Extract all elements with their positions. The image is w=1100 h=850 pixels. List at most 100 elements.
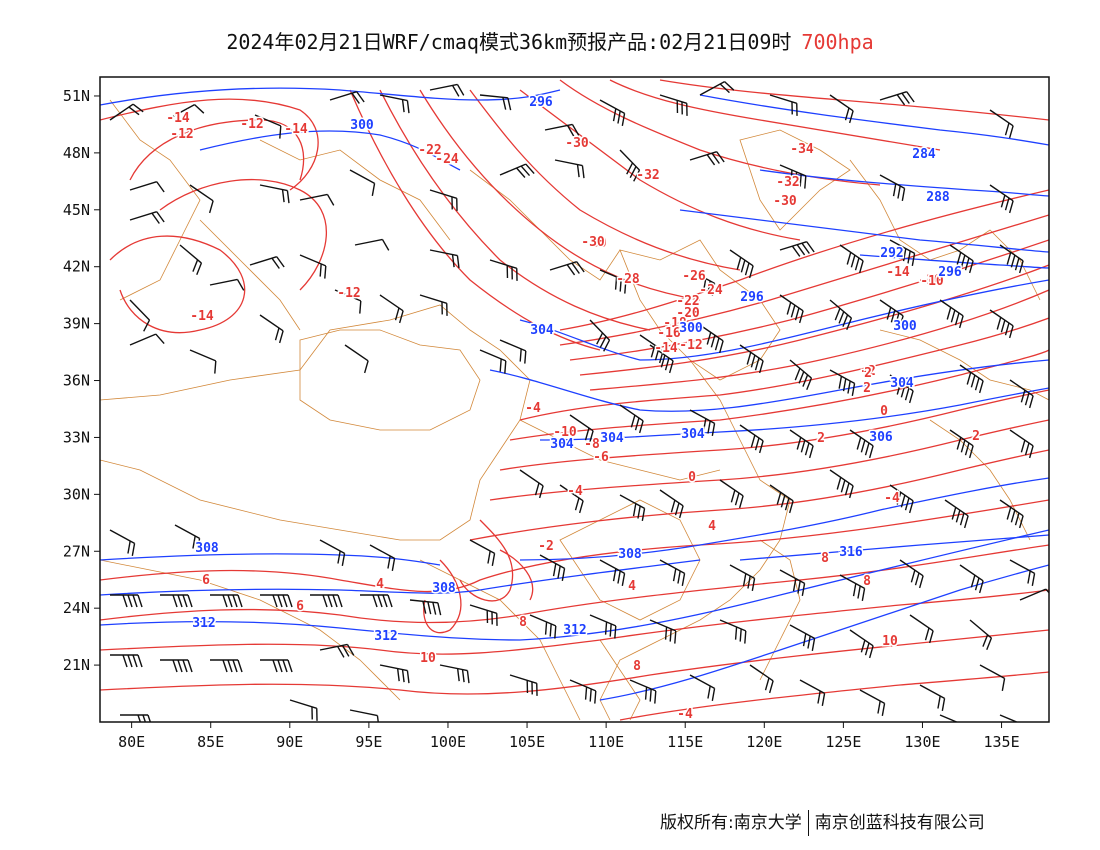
wind-barb — [544, 123, 580, 137]
geopotential-contours — [100, 87, 1049, 701]
temperature-label: -4 — [567, 484, 583, 499]
isotherm — [489, 419, 1049, 501]
map-frame — [99, 76, 1050, 723]
temperature-label: -12 — [679, 338, 702, 353]
temperature-label: -6 — [593, 450, 609, 465]
isotherm — [569, 239, 1049, 361]
wind-barb — [129, 211, 165, 224]
lat-tick-label: 42N — [63, 258, 90, 276]
wind-barb — [989, 184, 1014, 214]
wind-barb — [129, 181, 165, 193]
temperature-label: 2 — [864, 366, 872, 381]
temperature-label: -20 — [676, 306, 700, 321]
wind-barb — [210, 659, 243, 673]
isotherm — [459, 519, 514, 602]
wind-barb — [479, 349, 507, 374]
wind-barb — [319, 539, 346, 566]
wind-barb — [899, 559, 924, 589]
temperature-label: -24 — [435, 152, 459, 167]
lat-tick-label: 45N — [63, 201, 90, 219]
temperature-label: -4 — [525, 401, 541, 416]
wind-barb — [989, 309, 1014, 339]
temperature-label: -30 — [773, 194, 797, 209]
lon-tick-label: 80E — [118, 733, 145, 751]
geopotential-label: 296 — [740, 290, 764, 305]
wind-barb — [109, 529, 136, 556]
geopotential-contour — [519, 477, 1049, 561]
temperature-label: -10 — [553, 425, 577, 440]
wind-barb — [939, 299, 964, 329]
isotherm — [423, 559, 462, 634]
temperature-label: 6 — [202, 573, 210, 588]
temperature-label: 2 — [863, 381, 871, 396]
copyright-right: 南京创蓝科技有限公司 — [814, 813, 985, 833]
isotherm — [100, 499, 1049, 593]
footer-divider — [807, 810, 809, 836]
wind-barb — [879, 91, 915, 106]
wind-barb — [499, 339, 527, 364]
temperature-label: 4 — [628, 579, 636, 594]
wind-barb — [839, 574, 866, 601]
isotherm — [519, 317, 1049, 421]
temperature-label: 0 — [880, 404, 888, 419]
isotherm — [559, 79, 881, 186]
isotherm — [100, 589, 1049, 655]
wind-barb — [354, 238, 390, 251]
wind-barb — [249, 256, 285, 269]
geopotential-contour — [679, 209, 1049, 253]
geopotential-contour — [100, 559, 701, 596]
wind-barb — [829, 469, 854, 499]
wind-barb — [659, 559, 686, 586]
boundary-line — [599, 639, 641, 721]
isotherm — [619, 671, 1049, 721]
boundary-line — [599, 359, 791, 721]
geopotential-label: 288 — [926, 190, 950, 205]
wind-barb — [619, 404, 644, 434]
temperature-label: -26 — [682, 269, 706, 284]
wind-barb — [879, 299, 904, 329]
wind-barb — [1009, 559, 1036, 586]
geopotential-label: 300 — [679, 321, 703, 336]
wind-barb — [699, 80, 735, 96]
wind-barb — [109, 103, 144, 121]
temperature-label: -16 — [657, 326, 681, 341]
geopotential-contour — [539, 387, 1049, 441]
geopotential-contour — [519, 279, 1049, 361]
temperature-label: -12 — [337, 286, 360, 301]
wind-barb — [259, 314, 284, 344]
geopotential-contour — [599, 564, 1049, 701]
wind-barb — [129, 333, 165, 346]
wind-barb — [769, 94, 798, 116]
wind-barb — [989, 109, 1014, 139]
wind-barb — [619, 494, 646, 521]
wind-barb — [699, 324, 724, 354]
isotherm — [349, 89, 601, 351]
boundary-line — [929, 419, 1031, 541]
isotherm — [499, 389, 1049, 471]
wind-barb — [949, 429, 974, 459]
temperature-label: 4 — [708, 519, 716, 534]
lat-tick-label: 21N — [63, 656, 90, 674]
wind-barbs — [109, 80, 1049, 722]
wind-barb — [349, 169, 376, 196]
wind-barb — [939, 714, 959, 722]
wind-barb — [599, 99, 626, 126]
wind-barb — [419, 294, 448, 316]
boundary-line — [519, 419, 721, 481]
temperature-label: -22 — [418, 143, 441, 158]
wind-barb — [944, 499, 969, 529]
wind-barb — [469, 539, 496, 566]
wind-barb — [379, 664, 410, 684]
isotherm — [509, 349, 1049, 441]
wind-barb — [889, 239, 916, 266]
geopotential-label: 284 — [912, 147, 936, 162]
temperature-label: 4 — [376, 577, 384, 592]
wind-barb — [839, 244, 864, 274]
geopotential-label: 304 — [530, 323, 554, 338]
lon-tick-label: 100E — [430, 733, 466, 751]
temperature-label: -14 — [190, 309, 214, 324]
isotherm — [100, 544, 1049, 624]
isotherm — [519, 89, 801, 241]
geopotential-contour — [489, 359, 1049, 412]
lon-tick-label: 90E — [276, 733, 303, 751]
